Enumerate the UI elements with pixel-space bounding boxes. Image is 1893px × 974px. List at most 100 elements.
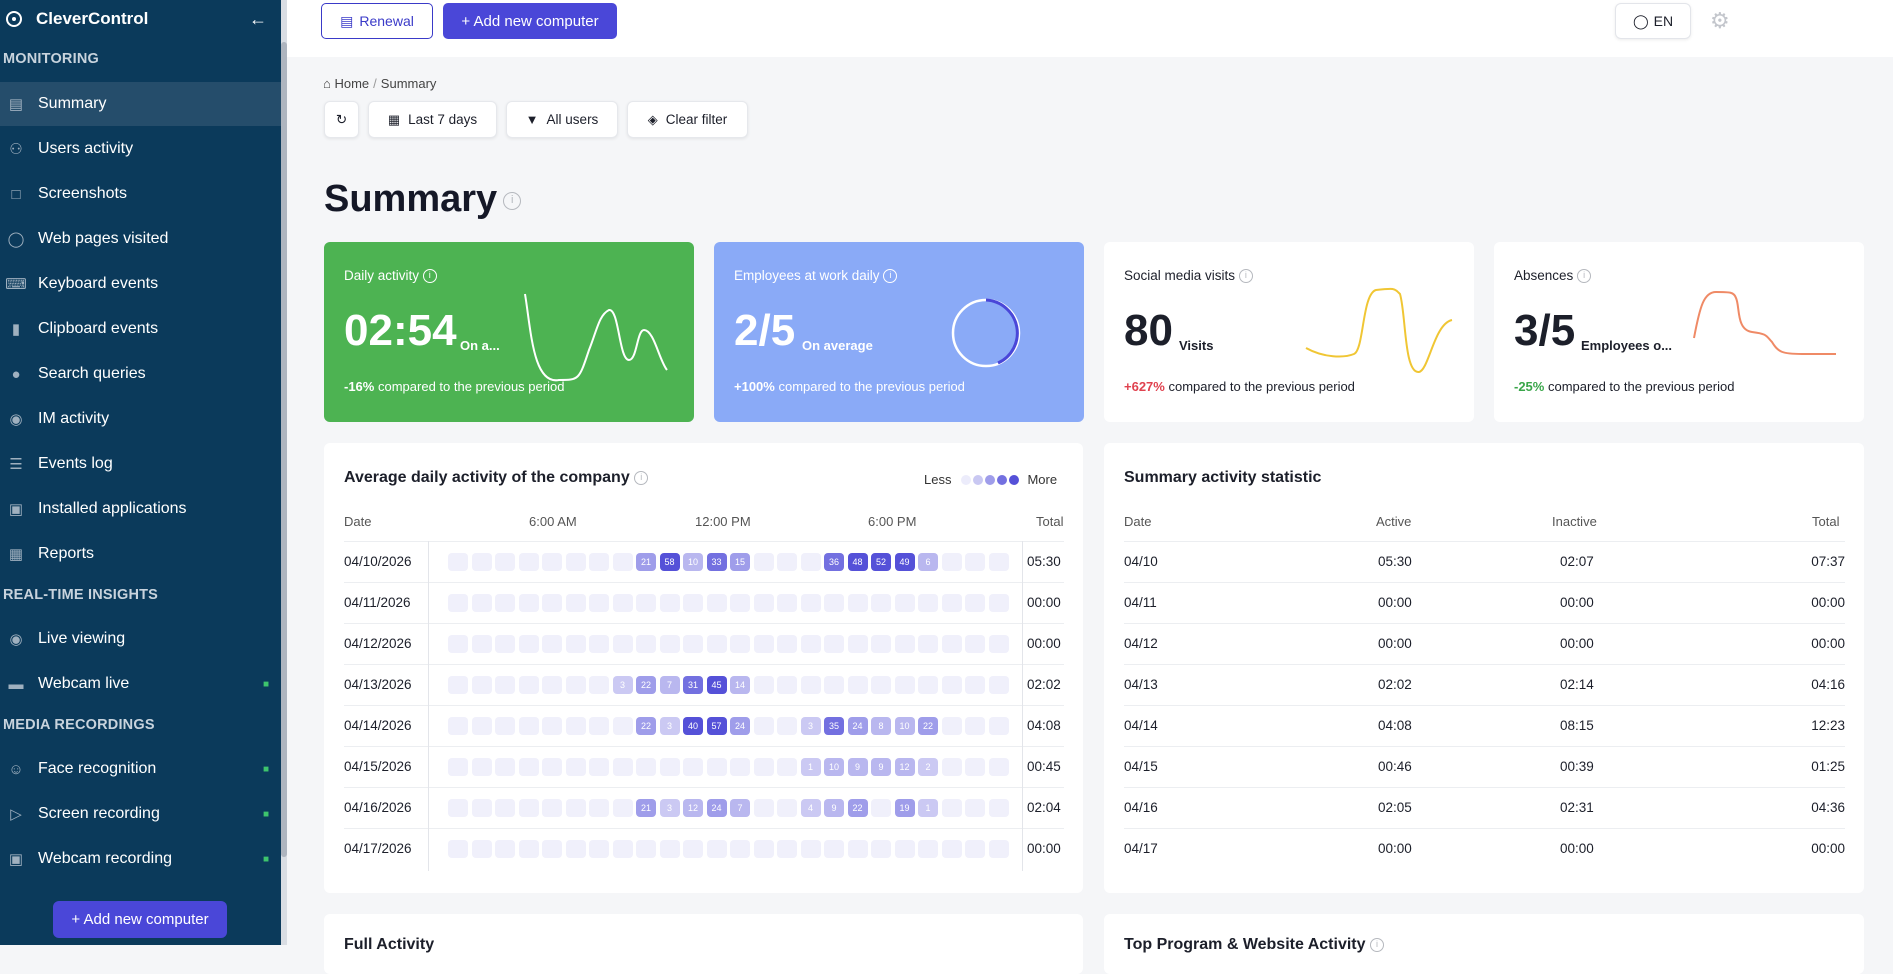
heatmap-cell[interactable] bbox=[448, 635, 468, 653]
heatmap-cell[interactable] bbox=[871, 799, 891, 817]
heatmap-cell[interactable] bbox=[824, 635, 844, 653]
sidebar-item-im[interactable]: ◉ IM activity bbox=[0, 397, 281, 441]
heatmap-cell[interactable]: 22 bbox=[636, 717, 656, 735]
heatmap-cell[interactable] bbox=[777, 758, 797, 776]
heatmap-cell[interactable] bbox=[565, 553, 586, 571]
heatmap-cell[interactable] bbox=[918, 840, 938, 858]
heatmap-cell[interactable] bbox=[659, 840, 680, 858]
heatmap-cell[interactable] bbox=[965, 840, 985, 858]
heatmap-cell[interactable] bbox=[777, 840, 797, 858]
heatmap-cell[interactable] bbox=[988, 553, 1009, 571]
heatmap-cell[interactable] bbox=[941, 594, 962, 612]
heatmap-cell[interactable] bbox=[683, 758, 703, 776]
heatmap-cell[interactable] bbox=[659, 594, 680, 612]
heatmap-cell[interactable]: 4 bbox=[800, 799, 821, 817]
add-computer-button[interactable]: + Add new computer bbox=[443, 3, 617, 39]
heatmap-cell[interactable] bbox=[589, 799, 609, 817]
breadcrumb-home[interactable]: Home bbox=[334, 76, 370, 91]
heatmap-cell[interactable] bbox=[894, 635, 915, 653]
language-selector[interactable]: ◯ EN bbox=[1615, 3, 1691, 39]
heatmap-cell[interactable]: 14 bbox=[730, 676, 750, 694]
heatmap-cell[interactable] bbox=[542, 676, 562, 694]
heatmap-cell[interactable] bbox=[918, 594, 938, 612]
heatmap-cell[interactable] bbox=[518, 676, 539, 694]
heatmap-cell[interactable] bbox=[847, 594, 868, 612]
heatmap-cell[interactable] bbox=[471, 553, 492, 571]
heatmap-cell[interactable] bbox=[565, 676, 586, 694]
heatmap-cell[interactable] bbox=[683, 635, 703, 653]
users-filter-button[interactable]: ▼ All users bbox=[506, 101, 618, 138]
heatmap-cell[interactable] bbox=[847, 840, 868, 858]
heatmap-cell[interactable] bbox=[730, 594, 750, 612]
heatmap-cell[interactable] bbox=[753, 758, 774, 776]
heatmap-cell[interactable] bbox=[542, 758, 562, 776]
heatmap-cell[interactable]: 3 bbox=[800, 717, 821, 735]
heatmap-cell[interactable] bbox=[471, 799, 492, 817]
heatmap-cell[interactable] bbox=[612, 717, 633, 735]
heatmap-cell[interactable] bbox=[988, 635, 1009, 653]
renewal-button[interactable]: ▤ Renewal bbox=[321, 3, 433, 39]
heatmap-cell[interactable] bbox=[988, 717, 1009, 735]
sidebar-item-installed-apps[interactable]: ▣ Installed applications bbox=[0, 487, 281, 531]
heatmap-cell[interactable] bbox=[636, 635, 656, 653]
heatmap-cell[interactable] bbox=[941, 840, 962, 858]
sidebar-item-reports[interactable]: ▦ Reports bbox=[0, 532, 281, 576]
heatmap-cell[interactable] bbox=[542, 717, 562, 735]
heatmap-cell[interactable] bbox=[565, 635, 586, 653]
heatmap-cell[interactable] bbox=[894, 676, 915, 694]
heatmap-cell[interactable] bbox=[941, 717, 962, 735]
sidebar-item-keyboard[interactable]: ⌨ Keyboard events bbox=[0, 262, 281, 306]
heatmap-cell[interactable] bbox=[777, 676, 797, 694]
heatmap-cell[interactable] bbox=[565, 758, 586, 776]
heatmap-cell[interactable]: 36 bbox=[824, 553, 844, 571]
heatmap-cell[interactable] bbox=[471, 594, 492, 612]
heatmap-cell[interactable] bbox=[988, 840, 1009, 858]
heatmap-cell[interactable] bbox=[471, 758, 492, 776]
heatmap-cell[interactable] bbox=[518, 758, 539, 776]
heatmap-cell[interactable] bbox=[824, 840, 844, 858]
heatmap-cell[interactable]: 10 bbox=[894, 717, 915, 735]
heatmap-cell[interactable] bbox=[777, 799, 797, 817]
heatmap-cell[interactable]: 3 bbox=[612, 676, 633, 694]
heatmap-cell[interactable] bbox=[777, 635, 797, 653]
heatmap-cell[interactable] bbox=[589, 594, 609, 612]
heatmap-cell[interactable] bbox=[941, 676, 962, 694]
heatmap-cell[interactable] bbox=[448, 758, 468, 776]
sidebar-scrollbar-thumb[interactable] bbox=[281, 42, 287, 857]
heatmap-cell[interactable] bbox=[871, 594, 891, 612]
heatmap-cell[interactable]: 6 bbox=[918, 553, 938, 571]
heatmap-cell[interactable] bbox=[753, 676, 774, 694]
heatmap-cell[interactable] bbox=[542, 594, 562, 612]
heatmap-cell[interactable] bbox=[495, 758, 515, 776]
sidebar-item-users-activity[interactable]: ⚇ Users activity bbox=[0, 127, 281, 171]
heatmap-cell[interactable]: 33 bbox=[706, 553, 727, 571]
heatmap-cell[interactable]: 12 bbox=[683, 799, 703, 817]
heatmap-cell[interactable] bbox=[448, 717, 468, 735]
heatmap-cell[interactable]: 19 bbox=[894, 799, 915, 817]
heatmap-cell[interactable] bbox=[918, 676, 938, 694]
heatmap-cell[interactable] bbox=[518, 594, 539, 612]
heatmap-cell[interactable] bbox=[941, 799, 962, 817]
heatmap-cell[interactable] bbox=[471, 840, 492, 858]
heatmap-cell[interactable] bbox=[636, 594, 656, 612]
heatmap-cell[interactable] bbox=[589, 717, 609, 735]
heatmap-cell[interactable] bbox=[495, 594, 515, 612]
heatmap-cell[interactable] bbox=[612, 758, 633, 776]
heatmap-cell[interactable] bbox=[495, 635, 515, 653]
heatmap-cell[interactable] bbox=[542, 635, 562, 653]
clear-filter-button[interactable]: ◈ Clear filter bbox=[627, 101, 748, 138]
heatmap-cell[interactable] bbox=[565, 840, 586, 858]
heatmap-cell[interactable]: 7 bbox=[659, 676, 680, 694]
refresh-button[interactable]: ↻ bbox=[324, 101, 359, 138]
heatmap-cell[interactable] bbox=[730, 758, 750, 776]
heatmap-cell[interactable]: 1 bbox=[918, 799, 938, 817]
heatmap-cell[interactable] bbox=[800, 594, 821, 612]
brand[interactable]: CleverControl ← bbox=[0, 0, 281, 38]
heatmap-cell[interactable] bbox=[871, 676, 891, 694]
heatmap-cell[interactable]: 22 bbox=[636, 676, 656, 694]
heatmap-cell[interactable] bbox=[565, 717, 586, 735]
heatmap-cell[interactable]: 24 bbox=[730, 717, 750, 735]
heatmap-cell[interactable] bbox=[706, 635, 727, 653]
sidebar-item-web-pages[interactable]: ◯ Web pages visited bbox=[0, 217, 281, 261]
heatmap-cell[interactable]: 24 bbox=[706, 799, 727, 817]
